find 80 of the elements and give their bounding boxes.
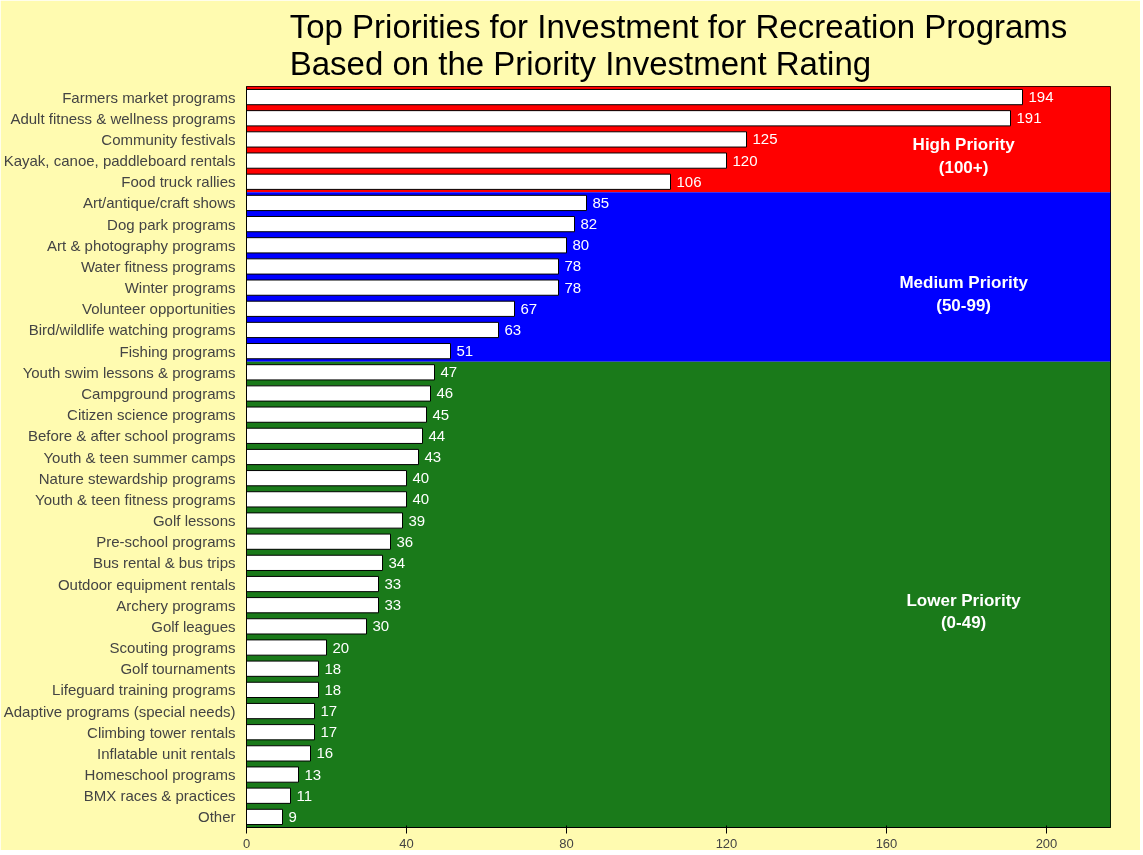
y-tick-label: Adult fitness & wellness programs <box>10 109 236 127</box>
chart-title: Top Priorities for Investment for Recreation Programs Based on the Priority Investment Rating <box>289 7 1068 82</box>
y-tick-label: Nature stewardship programs <box>38 469 236 487</box>
x-tick-label: 80 <box>559 835 574 851</box>
x-tick-label: 200 <box>1035 835 1058 851</box>
data-label: 39 <box>408 511 426 529</box>
data-label: 17 <box>320 723 338 741</box>
y-tick-label: Youth swim lessons & programs <box>22 363 236 381</box>
data-label: 18 <box>324 659 342 677</box>
y-tick-label: Outdoor equipment rentals <box>57 575 236 593</box>
data-label: 36 <box>396 532 414 550</box>
y-tick-label: Bus rental & bus trips <box>92 554 236 572</box>
data-label: 20 <box>332 638 350 656</box>
data-label: 13 <box>304 765 322 783</box>
data-label: 30 <box>372 617 390 635</box>
y-tick-label: Golf tournaments <box>120 660 236 678</box>
data-label: 47 <box>440 363 458 381</box>
y-tick-label: BMX races & practices <box>83 787 236 805</box>
data-label: 78 <box>564 257 582 275</box>
band-label: High Priority (100+) <box>912 135 1016 178</box>
data-label: 33 <box>384 575 402 593</box>
data-label: 18 <box>324 680 342 698</box>
y-tick-label: Youth & teen summer camps <box>43 448 236 466</box>
data-label: 43 <box>424 448 442 465</box>
data-label: 106 <box>676 172 702 190</box>
x-tick-label: 120 <box>715 835 738 851</box>
y-tick-label: Farmers market programs <box>62 88 236 106</box>
data-label: 51 <box>456 342 474 360</box>
data-label: 85 <box>592 193 610 211</box>
y-tick-label: Homeschool programs <box>84 766 236 784</box>
y-tick-label: Golf lessons <box>152 512 236 530</box>
y-tick-label: Bird/wildlife watching programs <box>28 321 236 339</box>
y-tick-label: Lifeguard training programs <box>52 681 236 699</box>
y-tick-label: Other <box>197 808 236 826</box>
y-tick-label: Youth & teen fitness programs <box>35 490 236 508</box>
y-tick-label: Campground programs <box>81 384 236 402</box>
y-tick-label: Pre-school programs <box>96 533 236 551</box>
data-label: 120 <box>732 151 758 169</box>
band-label: Medium Priority (50-99) <box>899 273 1029 315</box>
data-label: 11 <box>296 786 313 804</box>
y-tick-label: Art/antique/craft shows <box>82 194 236 212</box>
y-tick-label: Citizen science programs <box>67 406 236 424</box>
y-tick-label: Dog park programs <box>107 215 236 233</box>
data-label: 16 <box>316 744 334 762</box>
y-tick-label: Inflatable unit rentals <box>97 744 236 762</box>
y-tick-label: Water fitness programs <box>81 257 236 275</box>
data-label: 194 <box>1028 88 1054 106</box>
y-tick-label: Scouting programs <box>109 639 236 657</box>
data-label: 34 <box>388 553 406 571</box>
data-label: 44 <box>428 426 446 444</box>
y-tick-label: Golf leagues <box>151 617 236 635</box>
data-label: 82 <box>580 215 598 233</box>
data-label: 9 <box>288 807 297 825</box>
data-label: 78 <box>564 278 582 296</box>
data-label: 67 <box>520 299 538 317</box>
y-tick-label: Archery programs <box>116 596 236 614</box>
x-tick-label: 160 <box>875 835 898 851</box>
x-tick-label: 40 <box>399 835 414 851</box>
y-tick-label: Before & after school programs <box>27 427 236 445</box>
data-label: 45 <box>432 405 450 423</box>
data-label: 125 <box>752 130 778 148</box>
y-tick-label: Adaptive programs (special needs) <box>3 702 236 720</box>
y-tick-label: Fishing programs <box>119 342 236 360</box>
data-label: 33 <box>384 596 402 614</box>
y-tick-label: Winter programs <box>124 279 236 297</box>
y-tick-label: Climbing tower rentals <box>87 723 236 741</box>
y-tick-label: Community festivals <box>101 130 236 148</box>
data-label: 40 <box>412 490 430 508</box>
y-tick-label: Art & photography programs <box>47 236 236 254</box>
y-tick-label: Volunteer opportunities <box>82 300 236 318</box>
data-label: 46 <box>436 384 454 402</box>
y-tick-label: Kayak, canoe, paddleboard rentals <box>3 152 236 170</box>
data-label: 63 <box>504 320 522 338</box>
x-tick-label: 0 <box>242 835 251 851</box>
data-label: 17 <box>320 702 338 720</box>
data-label: 40 <box>412 469 430 487</box>
band-label: Lower Priority (0-49) <box>906 590 1022 633</box>
y-tick-label: Food truck rallies <box>121 173 236 191</box>
data-label: 191 <box>1016 109 1042 127</box>
data-label: 80 <box>572 236 590 254</box>
